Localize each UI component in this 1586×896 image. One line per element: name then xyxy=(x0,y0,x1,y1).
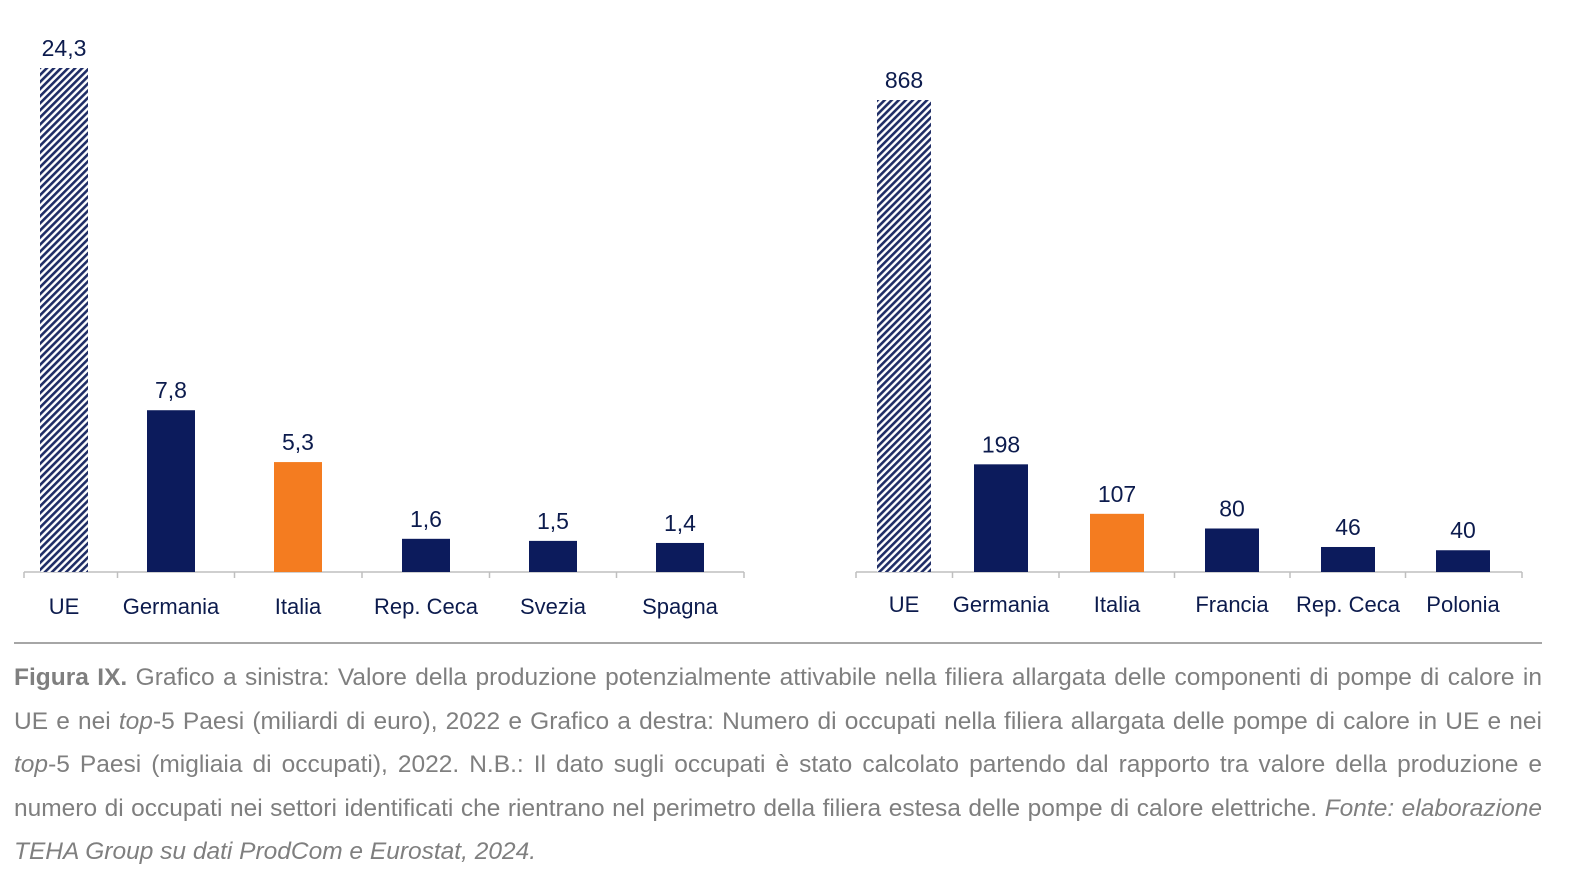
right-value-label: 46 xyxy=(1335,514,1361,540)
charts-canvas: 24,3 UE 7,8 Germania 5,3 Italia 1,6 Rep. Ceca 1,… xyxy=(23,35,1523,619)
right-category-label: Rep. Ceca xyxy=(1296,592,1401,617)
right-category-label: Italia xyxy=(1094,592,1141,617)
right-value-label: 868 xyxy=(885,67,923,93)
left-value-label: 24,3 xyxy=(42,35,87,61)
left-bar-germania xyxy=(147,410,195,572)
left-category-label: Svezia xyxy=(520,594,587,619)
right-category-label: Germania xyxy=(953,592,1050,617)
caption-source: Fonte: elaborazione TEHA Group su dati P… xyxy=(14,794,1542,866)
left-category-label: Rep. Ceca xyxy=(374,594,479,619)
left-bar-italia xyxy=(274,462,322,572)
left-bar-svezia xyxy=(529,540,577,572)
figure-caption: Figura IX. Grafico a sinistra: Valore de… xyxy=(14,656,1542,874)
left-value-label: 7,8 xyxy=(155,377,187,403)
left-value-label: 1,5 xyxy=(537,508,569,534)
right-value-label: 198 xyxy=(982,431,1020,457)
caption-italic-top-2: top xyxy=(14,751,49,778)
left-bar-spagna xyxy=(656,542,704,572)
caption-text-part2: -5 Paesi (miliardi di euro), 2022 e Graf… xyxy=(152,707,1543,735)
left-category-label: Germania xyxy=(123,594,220,619)
right-value-label: 40 xyxy=(1450,517,1476,543)
left-bar-rep-ceca xyxy=(402,538,450,572)
right-category-label: UE xyxy=(889,592,920,617)
caption-divider xyxy=(14,642,1542,644)
right-value-label: 80 xyxy=(1219,495,1245,521)
right-bar-chart: 868 UE 198 Germania 107 Italia 80 Francia 46 Rep.… xyxy=(855,67,1523,617)
left-bar-ue xyxy=(40,68,88,572)
right-bar-polonia xyxy=(1436,550,1490,572)
left-category-label: Spagna xyxy=(642,594,719,619)
right-category-label: Francia xyxy=(1195,592,1269,617)
right-bar-francia xyxy=(1205,528,1259,572)
right-category-label: Polonia xyxy=(1426,592,1500,617)
caption-figure-label: Figura IX. xyxy=(14,664,128,691)
left-value-label: 1,4 xyxy=(664,510,696,536)
right-value-label: 107 xyxy=(1098,481,1136,507)
right-bar-italia xyxy=(1090,513,1144,572)
right-bar-ue xyxy=(877,100,931,572)
right-bar-germania xyxy=(974,464,1028,572)
left-value-label: 1,6 xyxy=(410,506,442,532)
left-category-label: UE xyxy=(49,594,80,619)
left-value-label: 5,3 xyxy=(282,429,314,455)
caption-text-part3: -5 Paesi (migliaia di occupati), 2022. N… xyxy=(14,751,1542,822)
left-category-label: Italia xyxy=(275,594,322,619)
right-bar-rep-ceca xyxy=(1321,546,1375,572)
caption-italic-top-1: top xyxy=(118,707,153,735)
caption-text-part1: Grafico a sinistra: Valore della produzi… xyxy=(14,664,1542,735)
left-bar-chart: 24,3 UE 7,8 Germania 5,3 Italia 1,6 Rep. Ceca 1,… xyxy=(23,35,745,619)
